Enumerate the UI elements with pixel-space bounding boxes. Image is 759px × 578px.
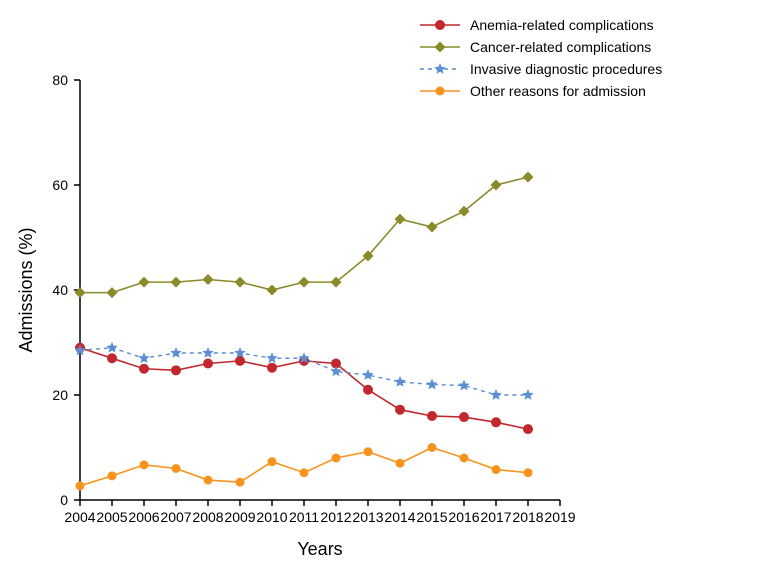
legend-label: Other reasons for admission	[470, 83, 646, 99]
y-tick-label: 0	[60, 492, 68, 508]
x-tick-label: 2009	[224, 509, 255, 525]
x-tick-label: 2004	[64, 509, 95, 525]
x-tick-label: 2019	[544, 509, 575, 525]
y-axis-label: Admissions (%)	[16, 227, 36, 352]
admissions-line-chart: 0204060802004200520062007200820092010201…	[0, 0, 759, 578]
x-tick-label: 2010	[256, 509, 287, 525]
x-tick-label: 2016	[448, 509, 479, 525]
chart-container: 0204060802004200520062007200820092010201…	[0, 0, 759, 578]
x-tick-label: 2006	[128, 509, 159, 525]
legend-label: Invasive diagnostic procedures	[470, 61, 662, 77]
x-tick-label: 2007	[160, 509, 191, 525]
x-tick-label: 2015	[416, 509, 447, 525]
x-axis-label: Years	[297, 539, 342, 559]
y-tick-label: 80	[52, 72, 68, 88]
x-tick-label: 2012	[320, 509, 351, 525]
x-tick-label: 2014	[384, 509, 415, 525]
x-tick-label: 2017	[480, 509, 511, 525]
y-tick-label: 40	[52, 282, 68, 298]
x-tick-label: 2018	[512, 509, 543, 525]
x-tick-label: 2011	[289, 509, 319, 525]
legend-label: Cancer-related complications	[470, 39, 651, 55]
y-tick-label: 60	[52, 177, 68, 193]
x-tick-label: 2013	[352, 509, 383, 525]
legend-label: Anemia-related complications	[470, 17, 654, 33]
x-tick-label: 2005	[96, 509, 127, 525]
x-tick-label: 2008	[192, 509, 223, 525]
y-tick-label: 20	[52, 387, 68, 403]
